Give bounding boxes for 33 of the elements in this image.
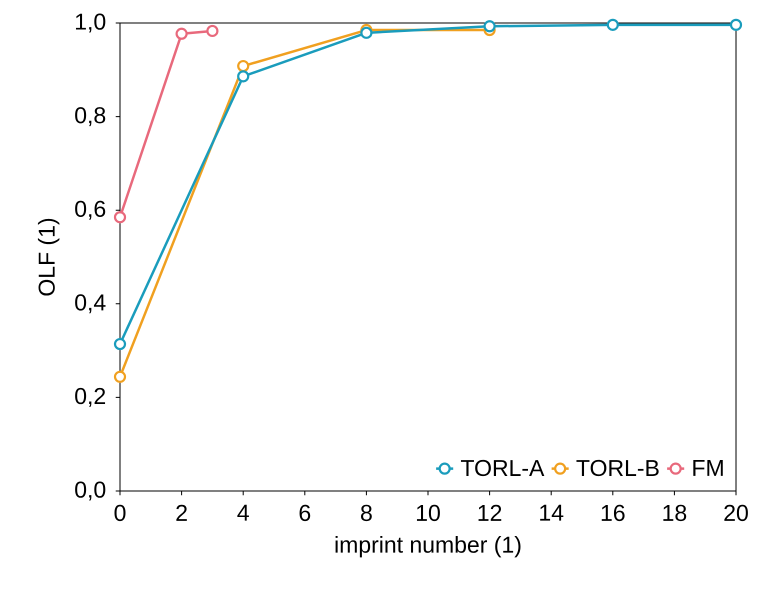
y-tick-label: 1,0 <box>76 13 106 33</box>
legend-label: TORL-A <box>460 460 544 476</box>
x-tick-label: 6 <box>300 504 310 522</box>
point <box>606 18 619 31</box>
point <box>114 211 126 224</box>
x-tick-label: 10 <box>416 504 440 522</box>
x-tick-label: 8 <box>361 504 372 522</box>
y-tick-label: 0,0 <box>75 482 106 501</box>
y-tick-label: 0,6 <box>75 200 106 220</box>
point <box>114 370 126 383</box>
legend-label: TORL-B <box>576 460 659 476</box>
x-tick-label: 16 <box>602 504 625 522</box>
point <box>360 26 373 39</box>
point <box>176 28 188 40</box>
x-tick-label: 20 <box>724 504 748 522</box>
x-tick-label: 2 <box>176 504 187 521</box>
y-axis-title: OLF (1) <box>38 218 60 296</box>
x-tick-label: 0 <box>114 504 126 522</box>
point <box>730 18 742 31</box>
y-tick-label: 0,2 <box>75 388 106 407</box>
x-tick-label: 18 <box>663 504 686 522</box>
x-tick-label: 12 <box>478 504 502 521</box>
point <box>114 338 126 350</box>
x-axis-title: imprint number (1) <box>336 536 520 558</box>
point <box>237 60 250 72</box>
x-tick-label: 4 <box>237 504 249 521</box>
legend-label: FM <box>693 460 723 476</box>
point <box>206 24 219 38</box>
point <box>484 20 496 32</box>
y-tick-label: 0,8 <box>75 107 106 126</box>
y-tick-label: 0,4 <box>75 294 106 314</box>
point <box>237 70 250 82</box>
x-tick-label: 14 <box>540 504 564 521</box>
